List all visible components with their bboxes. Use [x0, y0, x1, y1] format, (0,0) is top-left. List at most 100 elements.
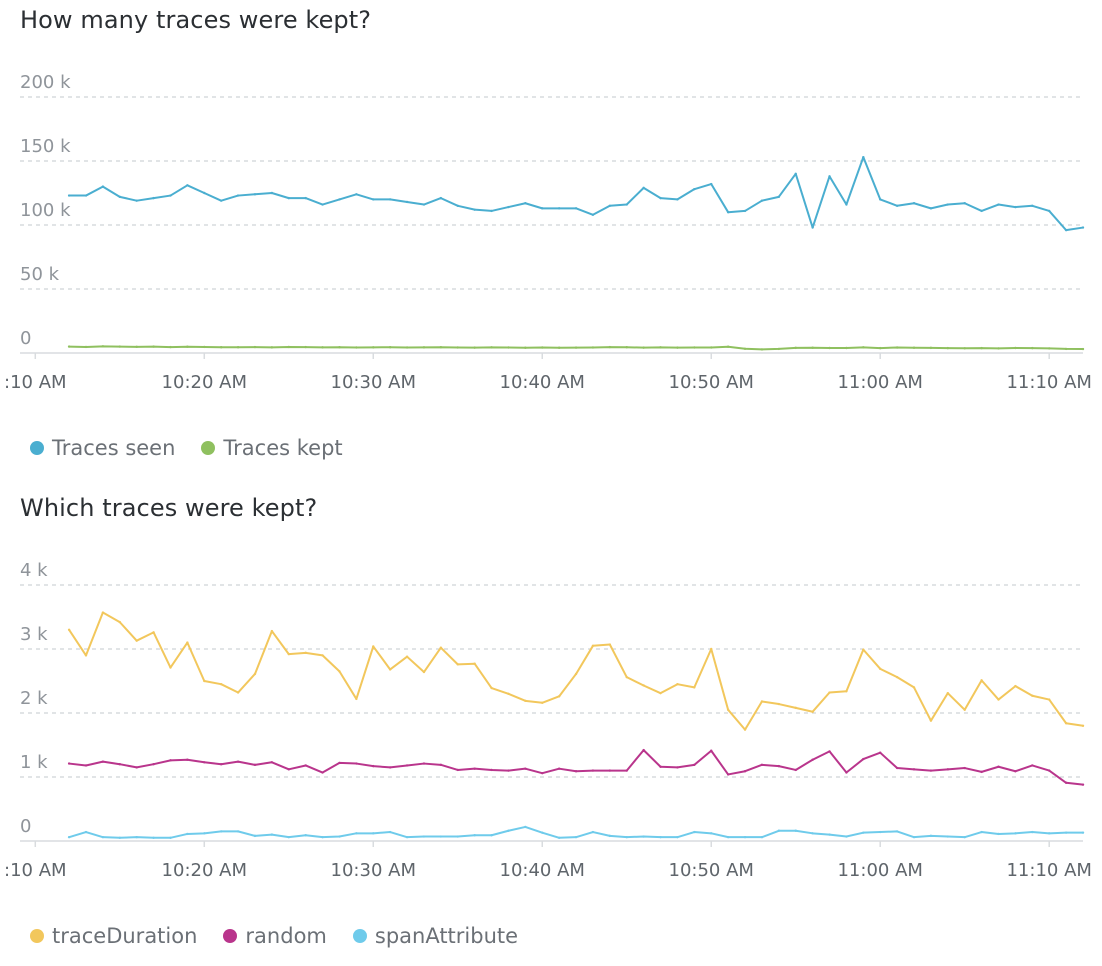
data-point[interactable] [1014, 346, 1017, 350]
data-point[interactable] [118, 763, 121, 766]
data-point[interactable] [710, 832, 713, 835]
data-point[interactable] [574, 672, 578, 676]
data-point[interactable] [710, 182, 713, 186]
data-point[interactable] [862, 831, 865, 834]
data-point[interactable] [608, 643, 612, 646]
data-point[interactable] [338, 670, 341, 673]
data-point[interactable] [777, 702, 781, 706]
data-point[interactable] [574, 835, 578, 839]
data-point[interactable] [219, 346, 223, 349]
legend-item-traceduration[interactable]: traceDuration [30, 924, 197, 948]
data-point[interactable] [693, 763, 696, 767]
data-point[interactable] [304, 196, 307, 200]
data-point[interactable] [676, 835, 679, 839]
data-point[interactable] [84, 764, 88, 767]
data-point[interactable] [557, 346, 561, 349]
data-point[interactable] [287, 345, 290, 349]
data-point[interactable] [693, 346, 696, 349]
data-point[interactable] [845, 203, 848, 206]
data-point[interactable] [1064, 722, 1068, 725]
data-point[interactable] [1014, 205, 1017, 209]
data-point[interactable] [946, 346, 950, 350]
legend-item-spanattribute[interactable]: spanAttribute [352, 924, 518, 948]
data-point[interactable] [895, 204, 899, 207]
data-point[interactable] [304, 345, 307, 349]
data-point[interactable] [253, 763, 257, 767]
data-point[interactable] [946, 691, 950, 695]
data-point[interactable] [287, 652, 290, 656]
data-point[interactable] [219, 830, 223, 833]
data-point[interactable] [659, 835, 662, 839]
data-point[interactable] [794, 346, 797, 350]
data-point[interactable] [929, 207, 933, 210]
data-point[interactable] [879, 830, 882, 834]
data-point[interactable] [980, 770, 983, 774]
data-point[interactable] [946, 203, 950, 206]
data-point[interactable] [253, 345, 257, 349]
data-point[interactable] [642, 186, 645, 190]
data-point[interactable] [118, 836, 121, 839]
data-point[interactable] [625, 835, 628, 839]
data-point[interactable] [879, 667, 882, 671]
data-point[interactable] [997, 832, 1000, 836]
data-point[interactable] [152, 836, 155, 839]
data-point[interactable] [388, 668, 392, 671]
data-point[interactable] [608, 345, 612, 349]
data-point[interactable] [405, 346, 409, 349]
data-point[interactable] [912, 346, 916, 349]
data-point[interactable] [608, 769, 612, 772]
data-point[interactable] [1014, 684, 1017, 688]
data-point[interactable] [422, 762, 426, 765]
data-point[interactable] [270, 191, 274, 195]
data-point[interactable] [152, 196, 155, 200]
data-point[interactable] [169, 759, 172, 762]
data-point[interactable] [879, 346, 882, 350]
data-point[interactable] [203, 679, 206, 683]
line-plot[interactable]: 4 k 3 k 2 k 1 k 0:10 AM 10:20 AM 10:30 AM 10:40… [0, 488, 1102, 908]
data-point[interactable] [524, 346, 527, 349]
data-point[interactable] [1048, 347, 1051, 350]
data-point[interactable] [710, 346, 713, 349]
data-point[interactable] [997, 347, 1000, 350]
data-point[interactable] [321, 835, 324, 839]
data-point[interactable] [591, 644, 595, 647]
data-point[interactable] [1048, 832, 1051, 835]
data-point[interactable] [811, 346, 814, 349]
data-point[interactable] [760, 199, 764, 202]
data-point[interactable] [845, 771, 848, 774]
data-point[interactable] [743, 728, 747, 731]
data-point[interactable] [101, 611, 105, 614]
data-point[interactable] [659, 765, 662, 768]
data-point[interactable] [895, 675, 899, 679]
data-point[interactable] [895, 830, 899, 833]
data-point[interactable] [236, 691, 240, 694]
data-point[interactable] [794, 829, 797, 832]
series-line-traceduration[interactable] [68, 611, 1084, 731]
series-line-traces-seen[interactable] [68, 156, 1084, 232]
data-point[interactable] [693, 187, 696, 191]
data-point[interactable] [236, 346, 240, 349]
data-point[interactable] [726, 345, 730, 348]
data-point[interactable] [1064, 831, 1068, 834]
data-point[interactable] [777, 829, 781, 832]
data-point[interactable] [642, 684, 645, 687]
data-point[interactable] [760, 835, 764, 839]
data-point[interactable] [118, 195, 121, 199]
data-point[interactable] [557, 836, 561, 839]
series-line-random[interactable] [68, 749, 1084, 786]
data-point[interactable] [321, 771, 324, 774]
data-point[interactable] [642, 748, 645, 752]
data-point[interactable] [980, 830, 983, 834]
data-point[interactable] [473, 346, 476, 349]
data-point[interactable] [794, 706, 797, 710]
data-point[interactable] [304, 834, 307, 837]
data-point[interactable] [507, 829, 510, 832]
data-point[interactable] [422, 203, 426, 206]
data-point[interactable] [490, 686, 493, 690]
data-point[interactable] [388, 830, 392, 834]
data-point[interactable] [152, 345, 155, 348]
data-point[interactable] [659, 691, 662, 695]
data-point[interactable] [1081, 226, 1085, 229]
data-point[interactable] [574, 346, 578, 349]
data-point[interactable] [287, 768, 290, 771]
